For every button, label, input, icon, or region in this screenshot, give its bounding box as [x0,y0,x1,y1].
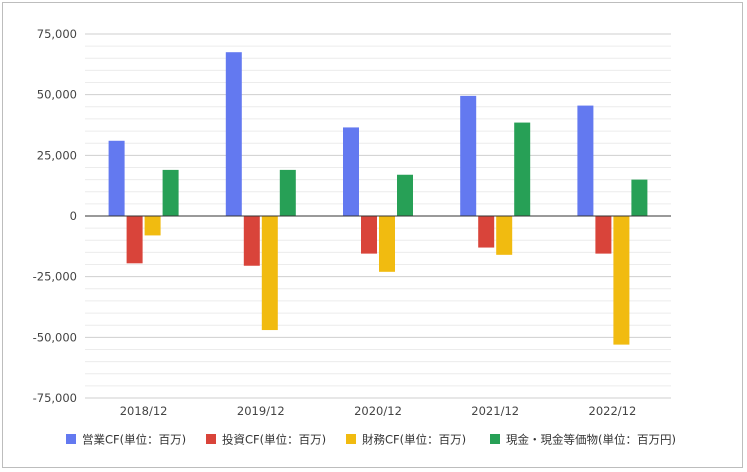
chart-frame: 75,000 50,000 25,000 0 -25,000 -50,000 -75,000… [2,2,743,468]
x-tick-label: 2021/12 [471,404,519,418]
legend-swatch [66,434,76,444]
bar-1-2021-12 [460,95,477,216]
bar-3-2019-12 [261,216,278,331]
x-tick-label: 2019/12 [237,404,285,418]
bar-2-2018-12 [126,216,143,264]
bar-2-2019-12 [243,216,260,266]
legend-swatch [206,434,216,444]
y-tick-label: 0 [70,209,77,223]
y-tick-label: 50,000 [37,88,77,102]
bars [108,52,648,345]
bar-3-2021-12 [496,216,513,255]
bar-2-2022-12 [595,216,612,254]
bar-4-2022-12 [631,179,648,216]
y-tick-label: 75,000 [37,27,77,41]
legend-swatch [346,434,356,444]
bar-2-2021-12 [478,216,495,248]
bar-3-2020-12 [379,216,395,272]
y-tick-label: -50,000 [33,330,77,344]
legend-label: 現金・現金等価物(単位：百万円) [506,433,676,447]
x-tick-label: 2020/12 [354,404,402,418]
y-tick-label: -75,000 [33,391,77,405]
bar-4-2021-12 [514,122,531,216]
x-tick-label: 2022/12 [589,404,637,418]
legend-label: 営業CF(単位：百万) [82,433,186,447]
bar-chart: 75,000 50,000 25,000 0 -25,000 -50,000 -75,000… [33,27,676,447]
legend-label: 投資CF(単位：百万) [222,433,326,447]
bar-1-2019-12 [225,52,242,217]
x-tick-label: 2018/12 [120,404,168,418]
bar-1-2022-12 [577,105,594,216]
y-axis-ticks: 75,000 50,000 25,000 0 -25,000 -50,000 -75,000 [33,27,77,405]
bar-4-2020-12 [397,174,413,216]
bar-3-2022-12 [613,216,630,345]
bar-1-2018-12 [108,140,125,216]
bar-1-2020-12 [343,127,359,216]
bar-4-2018-12 [162,169,179,216]
y-tick-label: -25,000 [33,270,77,284]
x-axis-ticks: 2018/12 2019/12 2020/12 2021/12 2022/12 [120,404,637,418]
legend: 営業CF(単位：百万) 投資CF(単位：百万) 財務CF(単位：百万) 現金・現金等価… [66,433,676,447]
legend-swatch [490,434,500,444]
y-tick-label: 25,000 [37,148,77,162]
legend-label: 財務CF(単位：百万) [362,433,466,447]
bar-4-2019-12 [279,169,296,216]
grid-lines [85,33,671,399]
bar-2-2020-12 [361,216,377,254]
bar-3-2018-12 [144,216,161,236]
